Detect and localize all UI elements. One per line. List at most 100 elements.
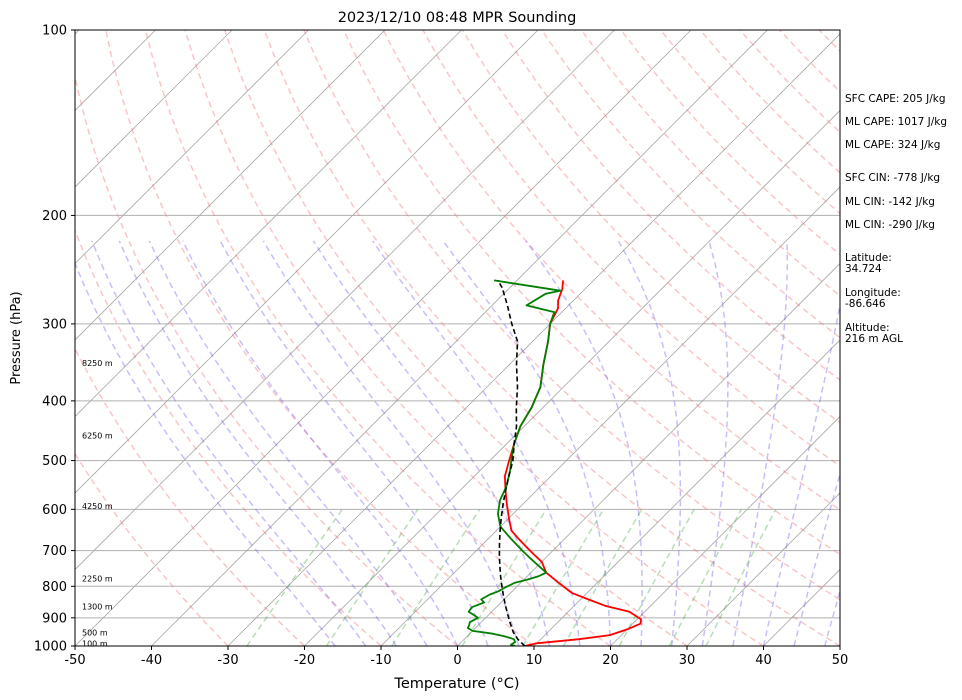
y-tick-label: 300 — [42, 317, 67, 332]
x-tick-label: 30 — [679, 653, 696, 668]
dry-adiabat — [75, 228, 382, 646]
mixing-ratio-line — [618, 508, 695, 646]
x-tick-label: 20 — [602, 653, 619, 668]
x-tick-label: -30 — [217, 653, 238, 668]
y-tick-label: 200 — [42, 209, 67, 224]
mixing-ratio-line — [461, 508, 547, 646]
mixing-ratio-line — [325, 508, 419, 646]
moist-adiabat — [701, 240, 729, 646]
y-axis-label: Pressure (hPa) — [9, 291, 24, 384]
moist-adiabat — [442, 240, 612, 646]
latitude-label: Latitude: — [845, 252, 892, 264]
dry-adiabat — [223, 30, 764, 646]
moist-adiabat — [312, 240, 551, 646]
x-tick-label: 10 — [526, 653, 543, 668]
height-label: 1300 m — [82, 603, 113, 612]
y-tick-label: 400 — [42, 394, 67, 409]
isotherm-line — [380, 186, 840, 646]
height-label: 4250 m — [82, 502, 113, 511]
isotherm-line — [75, 30, 233, 188]
height-label: 6250 m — [82, 431, 113, 440]
height-label: 8250 m — [82, 359, 113, 368]
dry-adiabat — [75, 452, 229, 646]
isotherm-line — [75, 30, 386, 341]
sfc-cape: SFC CAPE: 205 J/kg — [845, 93, 946, 105]
ml-cin-2: ML CIN: -290 J/kg — [845, 219, 935, 231]
mixing-ratio-line — [705, 508, 777, 646]
ml-cape-2: ML CAPE: 324 J/kg — [845, 139, 941, 151]
x-tick-label: -40 — [141, 653, 162, 668]
isotherm-line — [75, 30, 692, 646]
moist-adiabat — [75, 261, 336, 646]
isotherm-line — [151, 30, 768, 646]
isotherm-line — [304, 109, 840, 646]
mixing-ratio-line — [668, 508, 742, 646]
dry-adiabat — [342, 30, 840, 556]
dry-adiabat — [144, 30, 611, 646]
moist-adiabat — [732, 240, 789, 646]
y-tick-label: 100 — [42, 24, 67, 39]
chart-title: 2023/12/10 08:48 MPR Sounding — [338, 10, 577, 26]
dry-adiabat — [422, 30, 840, 467]
moist-adiabat — [118, 240, 397, 646]
height-label: 100 m — [82, 639, 108, 648]
isotherm-line — [75, 30, 462, 418]
y-tick-label: 900 — [42, 611, 67, 626]
dry-adiabat — [580, 30, 840, 297]
dry-adiabat — [382, 30, 840, 511]
moist-adiabat — [219, 240, 489, 646]
moist-adiabat — [148, 240, 428, 646]
moist-adiabat — [262, 240, 520, 646]
x-tick-label: 40 — [755, 653, 772, 668]
x-tick-label: -20 — [294, 653, 315, 668]
latitude-value: 34.724 — [845, 263, 882, 275]
longitude-label: Longitude: — [845, 287, 901, 299]
moist-adiabat — [525, 240, 643, 646]
isotherm-line — [610, 415, 840, 646]
x-tick-label: 0 — [453, 653, 461, 668]
moist-adiabat — [181, 240, 459, 646]
y-tick-label: 800 — [42, 580, 67, 595]
dry-adiabat — [184, 30, 688, 646]
isotherm-line — [457, 262, 840, 646]
moist-adiabat — [91, 240, 367, 646]
series-line-1 — [466, 279, 562, 646]
series-line-2 — [497, 279, 526, 646]
ml-cin-1: ML CIN: -142 J/kg — [845, 196, 935, 208]
y-tick-label: 500 — [42, 454, 67, 469]
dry-adiabat — [105, 30, 535, 646]
ml-cape-1: ML CAPE: 1017 J/kg — [845, 116, 948, 128]
isotherm-line — [75, 30, 309, 265]
dry-adiabat — [303, 30, 840, 601]
y-tick-label: 600 — [42, 503, 67, 518]
altitude-value: 216 m AGL — [845, 333, 903, 345]
mixing-ratio-line — [522, 508, 605, 646]
isotherm-line — [75, 30, 615, 571]
isotherm-line — [686, 492, 840, 646]
x-tick-label: -10 — [370, 653, 391, 668]
sfc-cin: SFC CIN: -778 J/kg — [845, 172, 941, 184]
isotherm-line — [0, 30, 3, 646]
x-tick-label: 50 — [832, 653, 849, 668]
longitude-value: -86.646 — [845, 298, 886, 310]
x-axis-label: Temperature (°C) — [393, 676, 519, 692]
x-tick-label: -50 — [64, 653, 85, 668]
moist-adiabat — [617, 240, 682, 646]
dry-adiabat — [263, 30, 840, 646]
mixing-ratio-line — [391, 508, 481, 646]
height-label: 2250 m — [82, 574, 113, 583]
dry-adiabat — [75, 347, 306, 646]
y-tick-label: 1000 — [34, 640, 67, 655]
y-tick-label: 700 — [42, 544, 67, 559]
plot-frame — [74, 29, 841, 647]
mixing-ratio-line — [246, 508, 343, 646]
moist-adiabat — [762, 301, 840, 646]
isotherm-line — [227, 33, 840, 646]
height-label: 500 m — [82, 628, 108, 637]
series-line-0 — [503, 280, 642, 646]
moist-adiabat — [823, 588, 840, 646]
mixing-ratio-line — [562, 508, 643, 646]
isotherm-line — [75, 30, 539, 494]
isotherm-line — [533, 339, 840, 646]
